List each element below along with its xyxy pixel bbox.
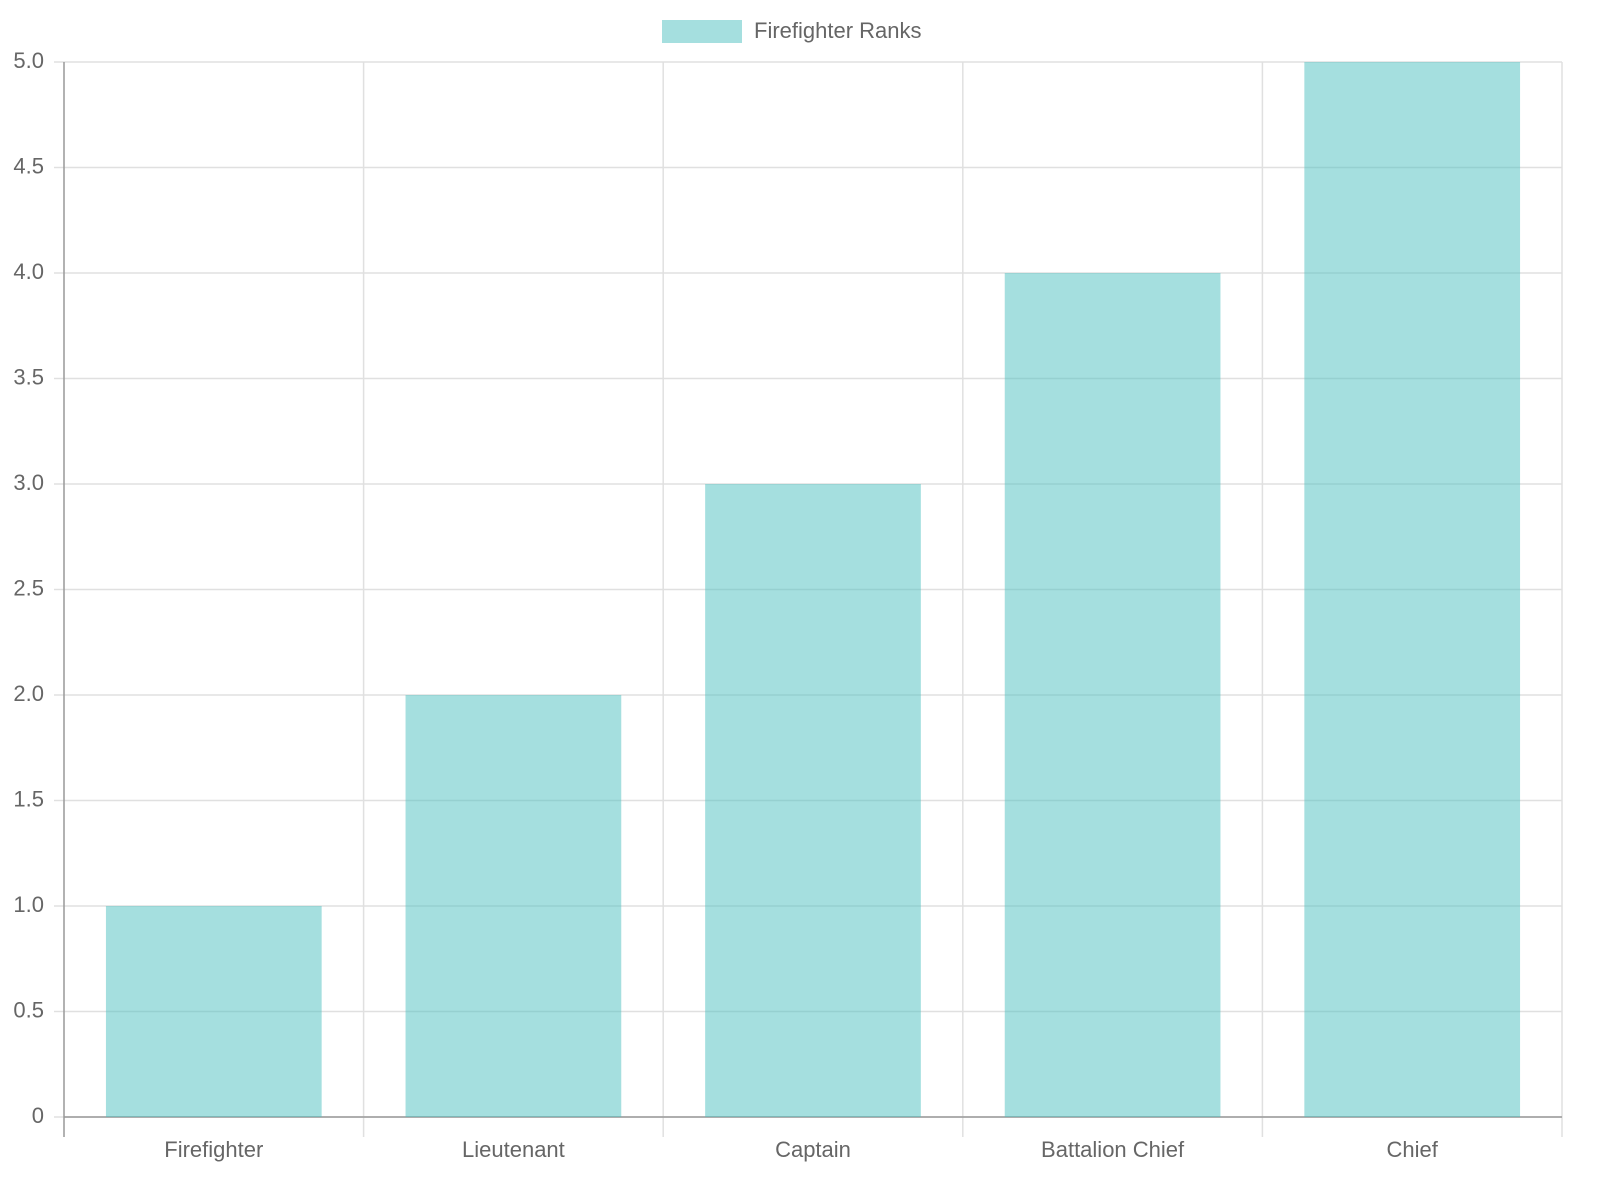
legend-item: Firefighter Ranks bbox=[662, 18, 922, 43]
y-tick-label: 3.0 bbox=[13, 470, 44, 495]
y-tick-label: 2.5 bbox=[13, 575, 44, 600]
y-tick-label: 4.0 bbox=[13, 259, 44, 284]
x-tick-label: Battalion Chief bbox=[1041, 1137, 1185, 1162]
legend-swatch bbox=[662, 20, 742, 43]
bar bbox=[1304, 62, 1521, 1117]
y-tick-label: 3.5 bbox=[13, 364, 44, 389]
legend-label: Firefighter Ranks bbox=[754, 18, 922, 43]
bar bbox=[705, 484, 921, 1117]
bar bbox=[105, 906, 322, 1117]
y-tick-label: 5.0 bbox=[13, 48, 44, 73]
bar bbox=[1004, 273, 1221, 1117]
y-tick-label: 0.5 bbox=[13, 997, 44, 1022]
x-tick-label: Firefighter bbox=[164, 1137, 263, 1162]
y-tick-label: 4.5 bbox=[13, 153, 44, 178]
y-tick-label: 0 bbox=[32, 1103, 44, 1128]
bar bbox=[405, 695, 622, 1117]
x-tick-label: Lieutenant bbox=[462, 1137, 565, 1162]
y-tick-label: 1.0 bbox=[13, 892, 44, 917]
x-tick-label: Captain bbox=[775, 1137, 851, 1162]
y-tick-label: 1.5 bbox=[13, 786, 44, 811]
x-tick-label: Chief bbox=[1387, 1137, 1439, 1162]
y-tick-label: 2.0 bbox=[13, 681, 44, 706]
